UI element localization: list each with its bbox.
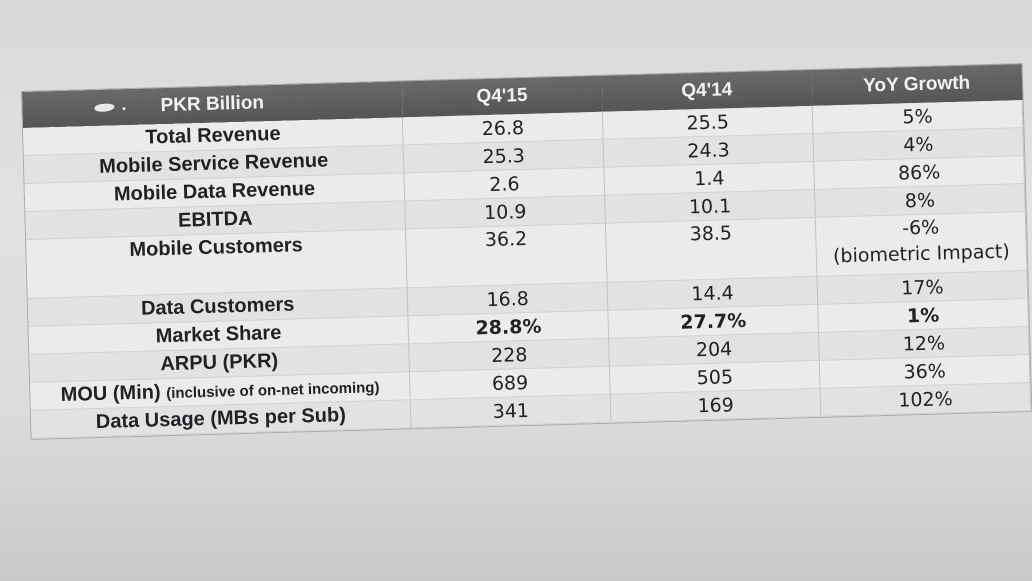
cell-yoy: 102% [820, 382, 1031, 417]
header-q414: Q4'14 [601, 69, 813, 112]
row-label: MOU (Min) [60, 381, 161, 407]
cell-q414: 38.5 [605, 217, 818, 283]
header-yoy-growth: YoY Growth [811, 64, 1023, 106]
financial-table-wrapper: PKR Billion Q4'15 Q4'14 YoY Growth Total… [22, 64, 1032, 439]
cell-q414: 169 [610, 388, 821, 423]
header-label: PKR Billion [160, 92, 265, 117]
financial-table: PKR Billion Q4'15 Q4'14 YoY Growth Total… [22, 64, 1032, 439]
header-q415: Q4'15 [401, 75, 603, 118]
logo-dot-icon [122, 107, 126, 111]
row-label-note: (inclusive of on-net incoming) [165, 379, 380, 403]
row-label: Mobile Customers [26, 228, 408, 299]
cell-q415: 341 [410, 394, 612, 428]
cell-yoy-with-note: -6% (biometric Impact) [815, 211, 1027, 277]
cell-q415: 36.2 [405, 223, 608, 288]
cell-yoy-note: (biometric Impact) [832, 240, 1011, 268]
cell-yoy: -6% [901, 216, 940, 240]
logo-mark-icon [94, 103, 115, 112]
